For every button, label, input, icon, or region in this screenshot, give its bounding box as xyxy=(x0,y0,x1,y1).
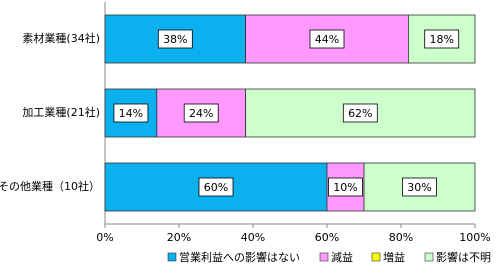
data-label: 62% xyxy=(348,107,372,120)
x-tick-label: 20% xyxy=(167,231,191,244)
legend-swatch xyxy=(424,252,434,262)
data-label-box xyxy=(424,29,460,49)
data-label: 44% xyxy=(315,33,339,46)
data-label-box xyxy=(183,103,219,123)
x-tick-label: 100% xyxy=(459,231,490,244)
data-label-box xyxy=(402,177,437,197)
x-tick-label: 60% xyxy=(315,231,339,244)
data-label: 38% xyxy=(163,33,187,46)
data-label: 18% xyxy=(429,33,453,46)
legend-swatch xyxy=(167,252,177,262)
x-tick-label: 40% xyxy=(241,231,265,244)
data-label: 30% xyxy=(407,181,431,194)
data-label-box xyxy=(198,177,234,197)
x-tick-label: 0% xyxy=(96,231,113,244)
data-label-box xyxy=(328,177,363,197)
y-tick-label: 加工業種(21社) xyxy=(22,105,100,119)
data-label: 60% xyxy=(204,181,228,194)
legend-label: 影響は不明 xyxy=(436,250,491,264)
legend-label: 増益 xyxy=(383,250,405,264)
legend-label: 減益 xyxy=(331,250,353,264)
y-tick-label: 素材業種(34社) xyxy=(22,31,100,45)
data-label: 10% xyxy=(333,181,357,194)
x-tick-label: 80% xyxy=(389,231,413,244)
data-label: 14% xyxy=(119,107,143,120)
legend-label: 営業利益への影響はない xyxy=(179,250,300,264)
data-label-box xyxy=(157,29,193,49)
data-label-box xyxy=(113,103,149,123)
data-label-box xyxy=(309,29,345,49)
data-label: 24% xyxy=(189,107,213,120)
legend-swatch xyxy=(371,252,381,262)
y-tick-label: その他業種（10社） xyxy=(0,179,100,193)
legend-swatch xyxy=(319,252,329,262)
data-label-box xyxy=(342,103,378,123)
